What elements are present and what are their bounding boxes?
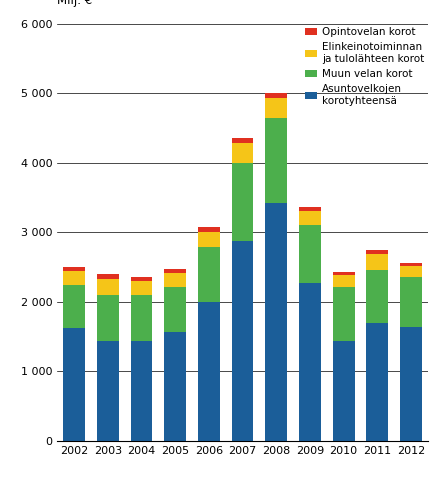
Bar — [63, 285, 85, 328]
Bar — [198, 232, 220, 247]
Bar — [164, 274, 186, 287]
Bar — [131, 342, 153, 441]
Bar — [265, 93, 287, 98]
Bar — [366, 270, 388, 323]
Bar — [131, 277, 153, 281]
Bar — [164, 332, 186, 441]
Bar — [232, 143, 254, 163]
Bar — [198, 302, 220, 441]
Bar — [366, 254, 388, 270]
Bar — [97, 295, 119, 342]
Bar — [265, 98, 287, 118]
Bar — [265, 203, 287, 441]
Bar — [299, 226, 321, 283]
Bar — [164, 270, 186, 274]
Bar — [366, 323, 388, 441]
Bar — [131, 281, 153, 295]
Bar — [400, 328, 422, 441]
Bar — [232, 241, 254, 441]
Bar — [198, 247, 220, 302]
Bar — [299, 212, 321, 226]
Bar — [97, 342, 119, 441]
Bar — [198, 227, 220, 232]
Bar — [366, 250, 388, 254]
Bar — [164, 287, 186, 332]
Bar — [400, 266, 422, 277]
Bar — [63, 328, 85, 441]
Bar — [333, 287, 355, 342]
Bar — [299, 206, 321, 212]
Bar — [63, 271, 85, 285]
Bar — [299, 283, 321, 441]
Bar — [333, 342, 355, 441]
Bar — [63, 267, 85, 271]
Bar — [97, 279, 119, 295]
Bar — [131, 295, 153, 342]
Legend: Opintovelan korot, Elinkeinotoiminnan
ja tulolähteen korot, Muun velan korot, As: Opintovelan korot, Elinkeinotoiminnan ja… — [305, 27, 425, 106]
Text: Milj. €: Milj. € — [57, 0, 93, 7]
Bar — [400, 262, 422, 266]
Bar — [97, 274, 119, 279]
Bar — [400, 277, 422, 328]
Bar — [232, 138, 254, 143]
Bar — [333, 272, 355, 275]
Bar — [232, 163, 254, 241]
Bar — [333, 275, 355, 287]
Bar — [265, 118, 287, 203]
